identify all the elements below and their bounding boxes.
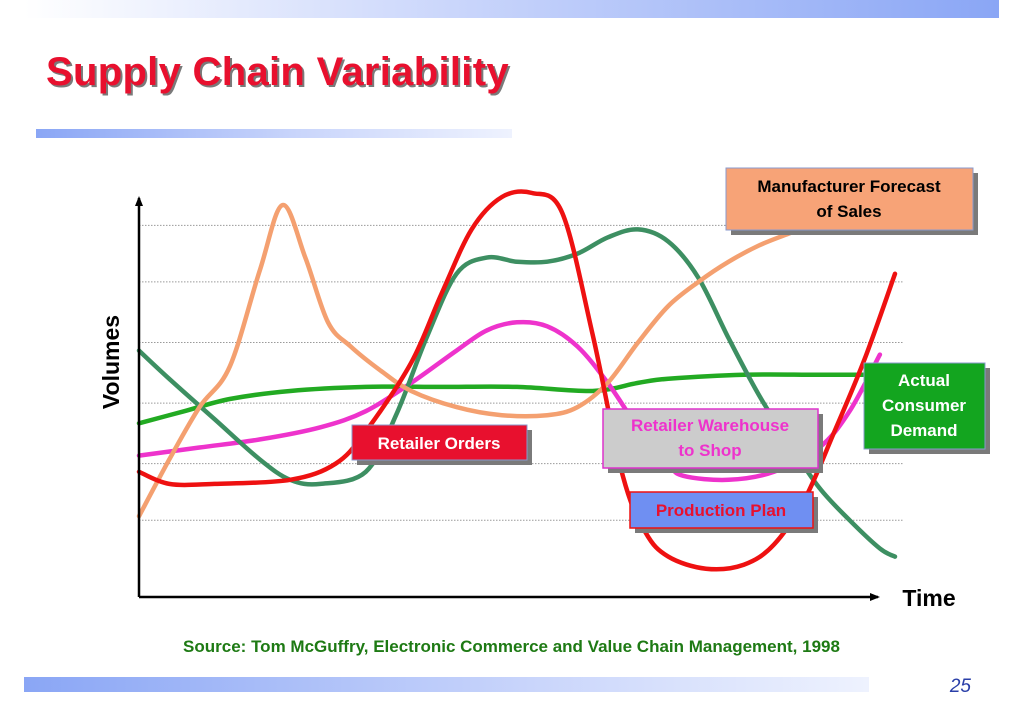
svg-text:Consumer: Consumer [882,396,966,415]
series-manufacturer-forecast [136,202,822,519]
svg-text:Manufacturer Forecast: Manufacturer Forecast [757,177,941,196]
svg-text:Demand: Demand [890,421,957,440]
label-retailer-orders-text: Retailer Orders [378,434,501,453]
title-underline [36,129,512,138]
top-gradient-band [24,0,999,18]
label-manufacturer-forecast-line1: Manufacturer Forecast [757,177,941,196]
label-manufacturer-forecast-line2: of Sales [816,202,881,221]
label-production-plan-text: Production Plan [656,501,786,520]
label-production-plan: Production Plan [629,491,818,533]
label-retailer-orders: Retailer Orders [351,424,532,465]
label-retailer-warehouse: Retailer Warehouse to Shop [602,408,823,473]
slide-title: Supply Chain Variability [46,50,509,94]
series-actual-consumer-demand [136,372,898,426]
svg-text:Retailer Warehouse: Retailer Warehouse [631,416,789,435]
x-axis-label: Time [902,585,955,611]
bottom-gradient-band [24,677,869,692]
svg-text:to Shop: to Shop [678,441,741,460]
label-manufacturer-forecast: Manufacturer Forecast of Sales [725,167,978,235]
page-number: 25 [949,676,971,697]
y-axis-label: Volumes [98,315,124,409]
svg-text:Actual: Actual [898,371,950,390]
source-citation: Source: Tom McGuffry, Electronic Commerc… [183,637,840,656]
svg-text:of Sales: of Sales [816,202,881,221]
label-actual-consumer-demand: Actual Consumer Demand [863,362,990,454]
